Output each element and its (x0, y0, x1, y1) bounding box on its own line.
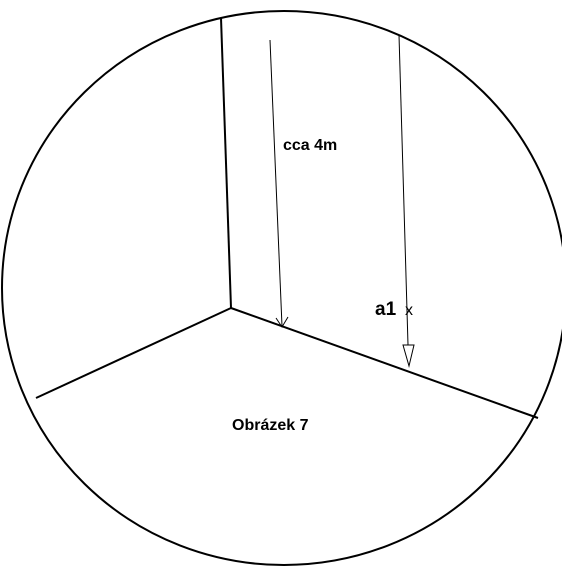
point-mark: x (405, 302, 413, 319)
height-arrow (269, 39, 283, 327)
plumb-bob (402, 344, 415, 368)
height-arrowhead (275, 316, 289, 328)
height-label: cca 4m (283, 137, 337, 154)
caption: Obrázek 7 (232, 417, 309, 434)
floor-edge-left (35, 307, 232, 399)
view-circle (1, 10, 562, 566)
wall-corner-edge (220, 17, 232, 309)
plumb-line (398, 34, 409, 346)
floor-edge-right (230, 307, 539, 419)
point-label: a1 (375, 299, 397, 320)
